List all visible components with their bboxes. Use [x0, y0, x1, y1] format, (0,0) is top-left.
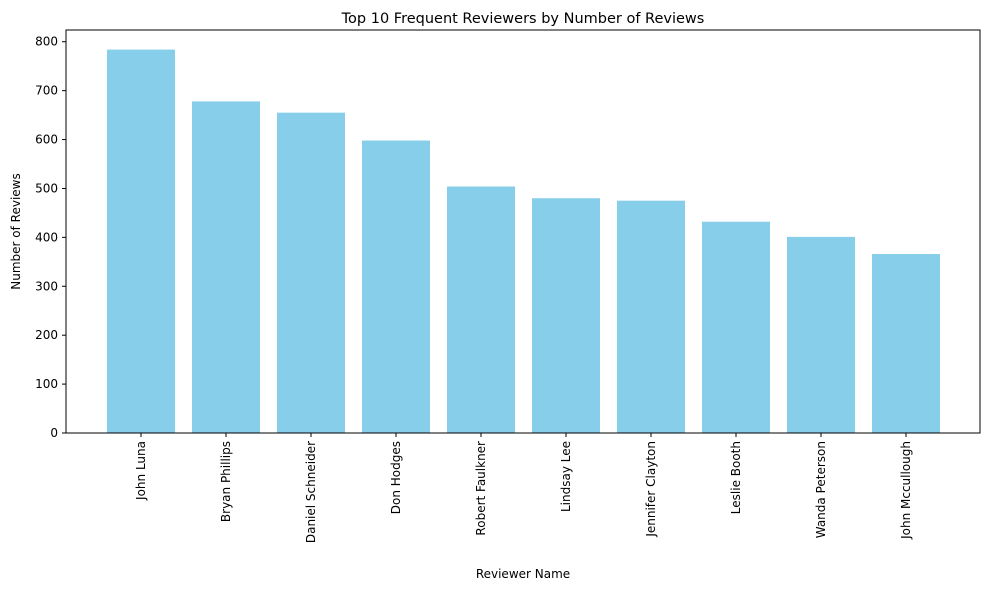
y-axis-label: Number of Reviews: [9, 173, 23, 289]
bar-don-hodges: [362, 140, 430, 433]
x-tick-label: Daniel Schneider: [304, 441, 318, 543]
bar-lindsay-lee: [532, 198, 600, 433]
bar-wanda-peterson: [787, 236, 855, 433]
bars-group: [107, 49, 940, 434]
x-tick-label: Leslie Booth: [729, 441, 743, 514]
plot-frame: [65, 29, 981, 434]
y-tick-label: 500: [35, 181, 58, 195]
bar-john-mccullough: [872, 253, 940, 433]
x-tick-label: Jennifer Clayton: [644, 441, 658, 538]
x-axis: John Luna Bryan Phillips Daniel Schneider D…: [134, 433, 913, 543]
y-tick-label: 300: [35, 279, 58, 293]
x-tick-label: Bryan Phillips: [219, 441, 233, 522]
y-tick-label: 400: [35, 230, 58, 244]
x-tick-label: Robert Faulkner: [474, 441, 488, 536]
bar-john-luna: [107, 49, 175, 433]
y-tick-label: 0: [50, 426, 58, 440]
x-axis-label: Reviewer Name: [476, 567, 570, 581]
y-tick-label: 700: [35, 84, 58, 98]
bar-bryan-phillips: [192, 101, 260, 434]
x-tick-label: John Luna: [134, 441, 148, 501]
bar-daniel-schneider: [277, 112, 345, 434]
y-tick-label: 100: [35, 377, 58, 391]
chart-title: Top 10 Frequent Reviewers by Number of R…: [341, 11, 705, 27]
x-tick-label: Lindsay Lee: [559, 441, 573, 512]
bar-jennifer-clayton: [617, 200, 685, 433]
y-tick-label: 800: [35, 35, 58, 49]
y-tick-label: 200: [35, 328, 58, 342]
x-tick-label: John Mccullough: [899, 441, 913, 540]
y-axis: 0 100 200 300 400 500 600 700 800: [35, 35, 66, 440]
x-tick-label: Wanda Peterson: [814, 441, 828, 538]
y-tick-label: 600: [35, 133, 58, 147]
bar-leslie-booth: [702, 221, 770, 433]
x-tick-label: Don Hodges: [389, 441, 403, 514]
bar-robert-faulkner: [447, 186, 515, 433]
